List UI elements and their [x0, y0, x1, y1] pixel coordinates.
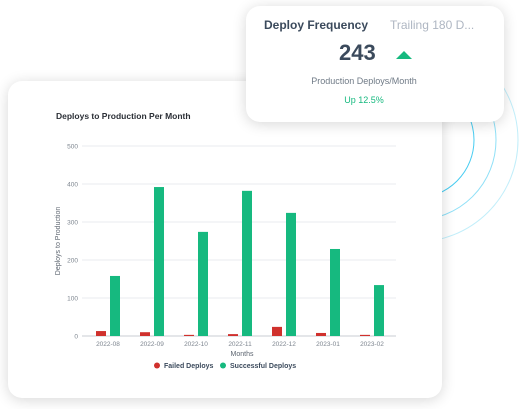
- kpi-label: Production Deploys/Month: [311, 76, 417, 86]
- deploys-bar-chart: 0 100 200 300 400 500 2022-08 2022-09 2022-10 202…: [55, 144, 396, 370]
- y-tick-label: 400: [67, 182, 78, 189]
- legend-label-failed: Failed Deploys: [164, 363, 214, 370]
- kpi-change: Up 12.5%: [344, 95, 384, 105]
- x-tick-label: 2022-09: [140, 341, 164, 348]
- y-tick-label: 500: [67, 144, 78, 151]
- kpi-value: 243: [339, 40, 376, 65]
- y-tick-label: 200: [67, 258, 78, 265]
- kpi-title: Deploy Frequency: [264, 18, 369, 32]
- y-axis-title: Deploys to Production: [55, 207, 62, 276]
- kpi-range[interactable]: Trailing 180 D...: [390, 18, 475, 32]
- bar-successful: [242, 190, 252, 336]
- legend-label-successful: Successful Deploys: [230, 363, 296, 370]
- bar-successful: [330, 248, 340, 336]
- bar-failed: [140, 332, 150, 336]
- deploys-chart-card: Deploys to Production Per Month 0 100 200 3…: [8, 81, 442, 398]
- x-tick-label: 2023-01: [316, 341, 340, 348]
- y-tick-label: 100: [67, 296, 78, 303]
- x-tick-label: 2023-02: [360, 341, 384, 348]
- legend-marker-successful: [220, 362, 226, 369]
- x-tick-label: 2022-10: [184, 341, 208, 348]
- legend-marker-failed: [154, 362, 160, 369]
- bar-successful: [154, 187, 164, 336]
- bar-failed: [96, 331, 106, 336]
- bar-failed: [360, 334, 370, 336]
- bar-failed: [272, 326, 282, 336]
- bar-successful: [110, 275, 120, 336]
- chart-title: Deploys to Production Per Month: [56, 111, 191, 121]
- x-tick-label: 2022-08: [96, 341, 120, 348]
- bar-failed: [228, 334, 238, 336]
- bar-successful: [198, 231, 208, 336]
- bar-failed: [316, 332, 326, 336]
- bar-successful: [374, 285, 384, 336]
- y-tick-label: 300: [67, 220, 78, 227]
- bar-successful: [286, 212, 296, 336]
- x-axis-title: Months: [231, 351, 254, 358]
- y-tick-label: 0: [74, 334, 78, 341]
- deploy-frequency-card: Deploy Frequency Trailing 180 D... 243 P…: [246, 6, 504, 122]
- x-tick-label: 2022-12: [272, 341, 296, 348]
- x-tick-label: 2022-11: [228, 341, 252, 348]
- bar-failed: [184, 334, 194, 336]
- trend-up-icon: [396, 51, 412, 59]
